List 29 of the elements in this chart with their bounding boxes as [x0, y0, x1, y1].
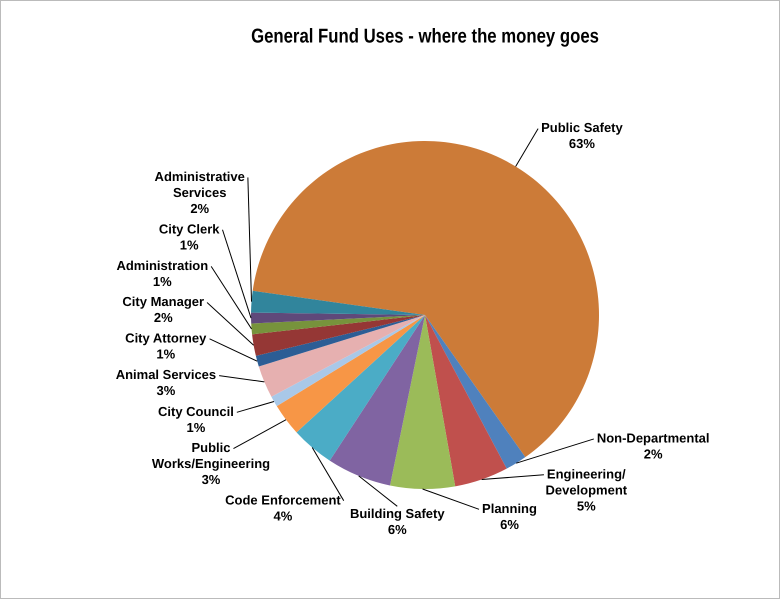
data-label: 4% — [274, 508, 293, 524]
data-label: 3% — [156, 383, 176, 398]
data-label: 1% — [156, 346, 176, 362]
data-label: 2% — [190, 201, 210, 216]
slice-label: Administrative Services — [154, 169, 245, 200]
data-label: 63% — [568, 136, 596, 152]
data-label: 6% — [500, 516, 520, 532]
data-label: 3% — [202, 472, 221, 488]
data-label: 6% — [388, 522, 408, 537]
data-label: 5% — [576, 498, 596, 514]
slice-label: Code Enforcement — [225, 492, 342, 508]
data-label: 1% — [186, 420, 206, 435]
slice-label: Administration — [116, 258, 208, 273]
slice-label: Non-Departmental — [596, 430, 710, 446]
slice-label: Planning — [482, 500, 537, 516]
slice-label: Engineering/ Development — [545, 466, 628, 498]
slice-label: City Clerk — [158, 221, 220, 236]
slice-label: City Council — [158, 404, 234, 419]
slice-label: City Attorney — [125, 330, 208, 346]
slice-label: Public Works/Engineering — [152, 440, 270, 472]
data-label: 1% — [180, 237, 199, 252]
data-label: 1% — [152, 274, 172, 289]
slice-label: Building Safety — [350, 506, 446, 521]
chart-title: General Fund Uses - where the money goes — [251, 24, 599, 47]
data-label: 2% — [644, 446, 664, 462]
slice-label: Public Safety — [541, 120, 624, 136]
slice-label: City Manager — [122, 294, 204, 310]
slice-label: Animal Services — [116, 367, 216, 382]
data-label: 2% — [154, 310, 174, 326]
